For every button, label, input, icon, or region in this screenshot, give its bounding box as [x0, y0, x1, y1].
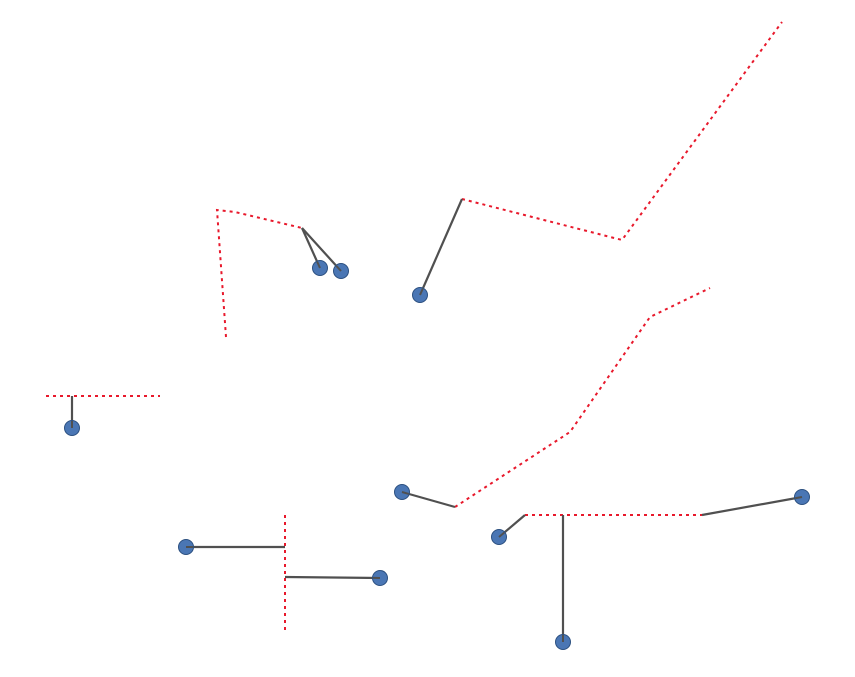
connector-stub — [316, 261, 321, 269]
dashed-route-line — [215, 208, 303, 338]
connector-stub — [335, 265, 342, 272]
connector-line — [418, 198, 464, 296]
connector-line — [401, 490, 456, 509]
connector-stub — [419, 288, 424, 296]
dashed-route-line — [454, 287, 711, 508]
connector-line — [284, 575, 381, 580]
connector-line — [701, 495, 803, 517]
connector-line — [301, 227, 342, 272]
connector-stub — [401, 491, 410, 495]
connector-stub — [498, 531, 505, 538]
connector-stub — [794, 496, 803, 500]
dashed-route-line — [461, 21, 783, 242]
